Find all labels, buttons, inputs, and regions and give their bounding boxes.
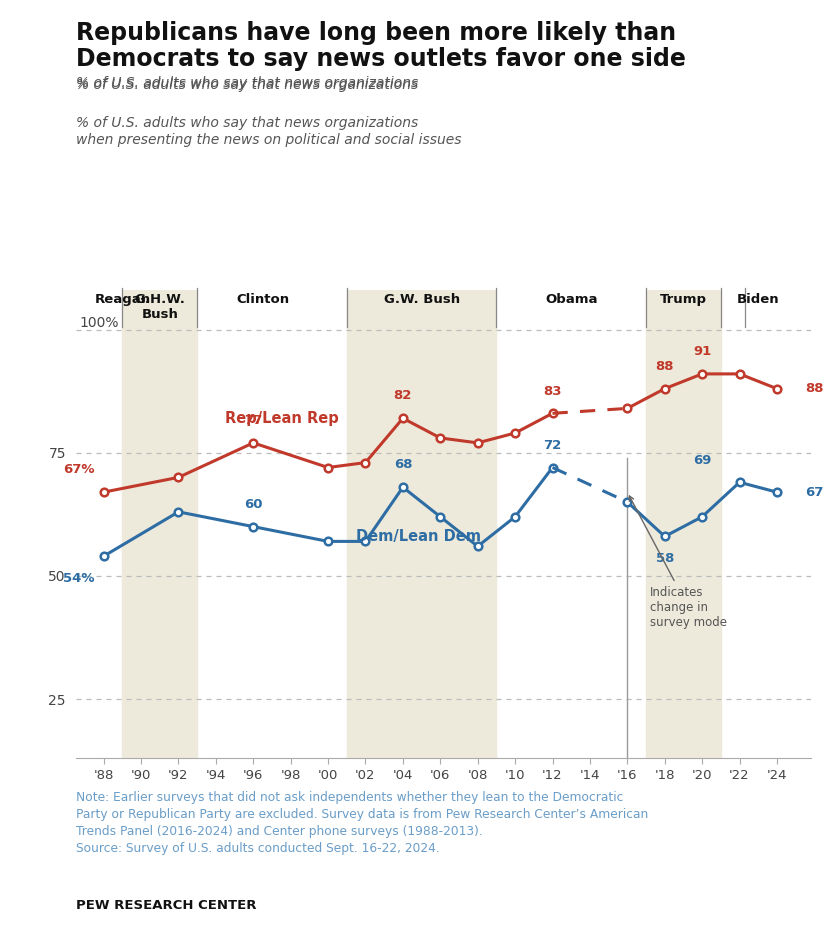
Bar bbox=[347, 290, 496, 758]
Text: 88: 88 bbox=[655, 360, 674, 373]
Text: 82: 82 bbox=[394, 389, 412, 402]
Text: 91: 91 bbox=[693, 345, 711, 358]
Text: when presenting the news on political and social issues: when presenting the news on political an… bbox=[76, 133, 461, 147]
Text: PEW RESEARCH CENTER: PEW RESEARCH CENTER bbox=[76, 899, 256, 912]
Text: Obama: Obama bbox=[545, 293, 597, 306]
Text: Trump: Trump bbox=[660, 293, 707, 306]
Text: % of U.S. adults who say that news organizations: % of U.S. adults who say that news organ… bbox=[76, 76, 423, 90]
Text: Note: Earlier surveys that did not ask independents whether they lean to the Dem: Note: Earlier surveys that did not ask i… bbox=[76, 791, 648, 855]
Text: Reagan: Reagan bbox=[94, 293, 150, 306]
Text: % of U.S. adults who say that news organizations ​tend to favor one side: % of U.S. adults who say that news organ… bbox=[76, 116, 641, 130]
Text: G.W. Bush: G.W. Bush bbox=[384, 293, 459, 306]
Text: Dem/Lean Dem: Dem/Lean Dem bbox=[356, 529, 481, 544]
Text: 67%: 67% bbox=[63, 463, 94, 476]
Text: 77: 77 bbox=[244, 414, 262, 427]
Text: % of U.S. adults who say that news organizations: % of U.S. adults who say that news organ… bbox=[76, 78, 423, 92]
Text: 67: 67 bbox=[805, 486, 823, 499]
Text: Republicans have long been more likely than
Democrats to say news outlets favor : Republicans have long been more likely t… bbox=[76, 21, 685, 71]
Text: Biden: Biden bbox=[737, 293, 780, 306]
Text: Rep/Lean Rep: Rep/Lean Rep bbox=[225, 411, 339, 426]
Text: % of U.S. adults who say that news organizations: % of U.S. adults who say that news organ… bbox=[76, 116, 423, 130]
Text: 72: 72 bbox=[543, 439, 562, 452]
Text: 58: 58 bbox=[655, 552, 674, 565]
Text: 54%: 54% bbox=[63, 572, 94, 585]
Text: 69: 69 bbox=[693, 454, 711, 466]
Text: 60: 60 bbox=[244, 498, 263, 511]
Text: G.H.W.
Bush: G.H.W. Bush bbox=[134, 293, 185, 321]
Text: 68: 68 bbox=[394, 459, 412, 472]
Text: 83: 83 bbox=[543, 385, 562, 398]
Bar bbox=[123, 290, 197, 758]
Text: 88: 88 bbox=[805, 382, 823, 395]
Text: Indicates
change in
survey mode: Indicates change in survey mode bbox=[629, 496, 727, 629]
Text: Clinton: Clinton bbox=[236, 293, 289, 306]
Text: 100%: 100% bbox=[79, 315, 118, 329]
Text: % of U.S. adults who say that news organizations tend to favor one side: % of U.S. adults who say that news organ… bbox=[76, 78, 641, 92]
Bar bbox=[646, 290, 721, 758]
